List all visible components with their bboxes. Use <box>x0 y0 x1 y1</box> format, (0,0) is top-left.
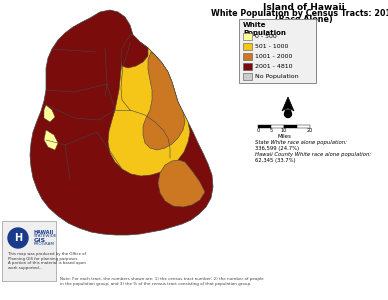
Text: State White race alone population:: State White race alone population: <box>255 140 347 145</box>
Bar <box>243 43 252 50</box>
Text: (Race Alone): (Race Alone) <box>275 15 333 24</box>
Bar <box>243 63 252 70</box>
Text: 336,599 (24.7%): 336,599 (24.7%) <box>255 146 299 151</box>
Text: 501 - 1000: 501 - 1000 <box>255 44 288 49</box>
Polygon shape <box>282 97 294 111</box>
Circle shape <box>8 228 28 248</box>
Bar <box>243 33 252 40</box>
Text: 0: 0 <box>256 128 260 134</box>
Text: Hawaii County White race alone population:: Hawaii County White race alone populatio… <box>255 152 371 157</box>
Polygon shape <box>108 35 190 176</box>
Text: STATEWIDE: STATEWIDE <box>34 234 57 238</box>
Polygon shape <box>121 35 148 68</box>
Polygon shape <box>158 160 205 207</box>
Circle shape <box>284 110 291 118</box>
Polygon shape <box>143 52 185 150</box>
Text: 62,345 (33.7%): 62,345 (33.7%) <box>255 158 296 163</box>
Text: Island of Hawaii: Island of Hawaii <box>263 3 345 12</box>
FancyBboxPatch shape <box>239 19 316 83</box>
Text: White
Population: White Population <box>243 22 286 35</box>
Text: 1001 - 2000: 1001 - 2000 <box>255 54 293 59</box>
Bar <box>258 124 271 128</box>
Text: 2001 - 4810: 2001 - 4810 <box>255 64 293 69</box>
Text: H: H <box>14 233 22 243</box>
Text: No Population: No Population <box>255 74 299 79</box>
Bar <box>243 53 252 60</box>
Text: 0 - 500: 0 - 500 <box>255 34 277 39</box>
Bar <box>284 124 297 128</box>
Text: Note: For each tract, the numbers shown are: 1) the census tract number; 2) the : Note: For each tract, the numbers shown … <box>60 278 263 286</box>
Text: White Population by Census Tracts: 2010: White Population by Census Tracts: 2010 <box>211 9 388 18</box>
Polygon shape <box>44 130 58 150</box>
Text: 5: 5 <box>269 128 272 134</box>
FancyBboxPatch shape <box>2 221 56 281</box>
Bar <box>271 124 284 128</box>
Text: 10: 10 <box>281 128 287 134</box>
Bar <box>297 124 310 128</box>
Polygon shape <box>30 10 213 235</box>
Text: 20: 20 <box>307 128 313 134</box>
Text: PROGRAM: PROGRAM <box>34 242 55 246</box>
Text: GIS: GIS <box>34 238 46 242</box>
Text: HAWAII: HAWAII <box>34 230 54 235</box>
Polygon shape <box>44 105 55 122</box>
Text: Miles: Miles <box>277 134 291 139</box>
Bar <box>243 73 252 80</box>
Text: This map was produced by the Office of
Planning GIS for planning purposes.
A por: This map was produced by the Office of P… <box>8 252 86 270</box>
